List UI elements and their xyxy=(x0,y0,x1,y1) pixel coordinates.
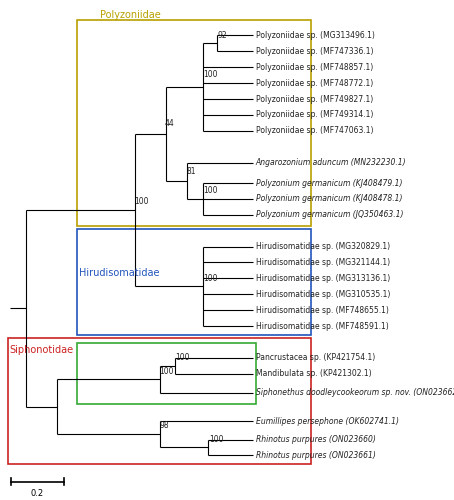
Text: 81: 81 xyxy=(187,167,196,176)
Text: Polyzoniidae sp. (MG313496.1): Polyzoniidae sp. (MG313496.1) xyxy=(256,31,375,40)
Text: Angarozonium aduncum (MN232230.1): Angarozonium aduncum (MN232230.1) xyxy=(256,158,406,167)
Text: Polyzoniidae: Polyzoniidae xyxy=(100,10,160,20)
Text: Polyzonium germanicum (KJ408479.1): Polyzonium germanicum (KJ408479.1) xyxy=(256,178,402,188)
Text: 44: 44 xyxy=(165,120,175,128)
Text: Hirudisomatidae sp. (MG320829.1): Hirudisomatidae sp. (MG320829.1) xyxy=(256,242,390,251)
Text: Polyzoniidae sp. (MF748772.1): Polyzoniidae sp. (MF748772.1) xyxy=(256,78,373,88)
Text: Eumillipes persephone (OK602741.1): Eumillipes persephone (OK602741.1) xyxy=(256,417,399,426)
Text: Polyzoniidae sp. (MF747063.1): Polyzoniidae sp. (MF747063.1) xyxy=(256,126,373,136)
Text: Hirudisomatidae sp. (MG310535.1): Hirudisomatidae sp. (MG310535.1) xyxy=(256,290,390,298)
Text: Polyzoniidae sp. (MF748857.1): Polyzoniidae sp. (MF748857.1) xyxy=(256,62,373,72)
Bar xyxy=(77,230,311,335)
Text: Mandibulata sp. (KP421302.1): Mandibulata sp. (KP421302.1) xyxy=(256,369,371,378)
Text: Polyzoniidae sp. (MF749314.1): Polyzoniidae sp. (MF749314.1) xyxy=(256,110,373,120)
Text: Polyzoniidae sp. (MF749827.1): Polyzoniidae sp. (MF749827.1) xyxy=(256,94,373,104)
Text: Rhinotus purpures (ON023660): Rhinotus purpures (ON023660) xyxy=(256,435,375,444)
Text: Hirudisomatidae: Hirudisomatidae xyxy=(79,268,159,278)
Text: 0.2: 0.2 xyxy=(30,489,44,498)
Bar xyxy=(77,20,311,226)
Text: 92: 92 xyxy=(217,31,227,40)
Text: 100: 100 xyxy=(134,196,148,205)
Text: 100: 100 xyxy=(203,70,218,78)
Text: Hirudisomatidae sp. (MG321144.1): Hirudisomatidae sp. (MG321144.1) xyxy=(256,258,390,267)
Bar xyxy=(8,338,311,464)
Bar xyxy=(77,343,256,404)
Text: Siphonethus doodleycookeorum sp. nov. (ON023662): Siphonethus doodleycookeorum sp. nov. (O… xyxy=(256,388,454,398)
Text: Hirudisomatidae sp. (MG313136.1): Hirudisomatidae sp. (MG313136.1) xyxy=(256,274,390,283)
Text: Pancrustacea sp. (KP421754.1): Pancrustacea sp. (KP421754.1) xyxy=(256,354,375,362)
Text: Polyzoniidae sp. (MF747336.1): Polyzoniidae sp. (MF747336.1) xyxy=(256,47,373,56)
Text: 100: 100 xyxy=(203,186,218,196)
Text: 98: 98 xyxy=(159,421,169,430)
Text: Hirudisomatidae sp. (MF748655.1): Hirudisomatidae sp. (MF748655.1) xyxy=(256,306,389,314)
Text: Hirudisomatidae sp. (MF748591.1): Hirudisomatidae sp. (MF748591.1) xyxy=(256,322,389,330)
Text: 100: 100 xyxy=(209,435,223,444)
Text: Polyzonium germanicum (JQ350463.1): Polyzonium germanicum (JQ350463.1) xyxy=(256,210,403,220)
Text: 100: 100 xyxy=(159,366,174,376)
Text: Siphonotidae: Siphonotidae xyxy=(10,345,74,355)
Text: Polyzonium germanicum (KJ408478.1): Polyzonium germanicum (KJ408478.1) xyxy=(256,194,402,203)
Text: 100: 100 xyxy=(203,274,218,282)
Text: 100: 100 xyxy=(176,353,190,362)
Text: Rhinotus purpures (ON023661): Rhinotus purpures (ON023661) xyxy=(256,451,375,460)
